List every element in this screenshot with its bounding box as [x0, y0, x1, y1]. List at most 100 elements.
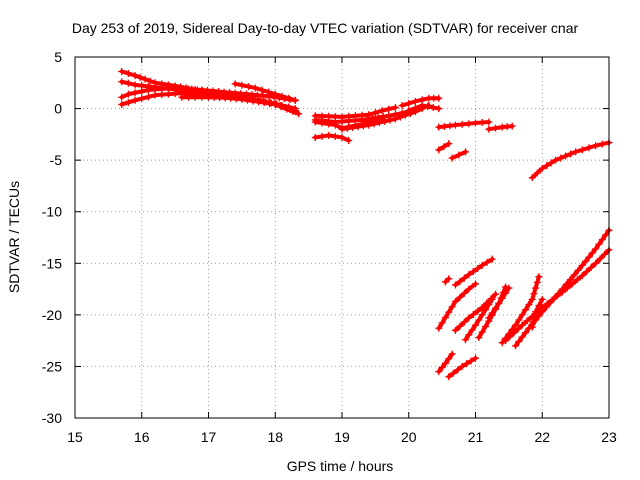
data-point: [124, 90, 132, 98]
series-arc-30: [445, 354, 479, 381]
data-point: [184, 93, 192, 101]
data-series: [118, 67, 613, 381]
data-point: [345, 137, 353, 145]
data-point: [547, 159, 555, 167]
data-point: [164, 90, 172, 98]
data-point: [515, 316, 523, 324]
data-point: [535, 302, 543, 310]
data-point: [592, 142, 600, 150]
data-point: [465, 120, 473, 128]
data-point: [349, 124, 357, 132]
data-point: [435, 94, 443, 102]
data-point: [318, 119, 326, 127]
data-point: [385, 112, 393, 120]
data-point: [435, 324, 443, 332]
data-point: [522, 306, 530, 314]
data-point: [440, 143, 448, 151]
data-point: [258, 86, 266, 94]
data-point: [138, 87, 146, 95]
data-point: [538, 164, 546, 172]
data-point: [574, 266, 582, 274]
data-point: [131, 81, 139, 89]
data-point: [124, 79, 132, 87]
data-point: [498, 339, 506, 347]
data-point: [482, 323, 490, 331]
series-arc-5: [231, 80, 299, 104]
x-tick-label: 16: [134, 429, 150, 445]
data-point: [391, 115, 399, 123]
data-point: [465, 285, 473, 293]
y-tick-label: -15: [42, 255, 62, 271]
y-tick-label: -5: [50, 152, 63, 168]
data-point: [463, 360, 471, 368]
data-point: [451, 326, 459, 334]
data-point: [592, 245, 600, 253]
data-point: [488, 255, 496, 263]
data-point: [557, 154, 565, 162]
data-point: [435, 368, 443, 376]
data-point: [281, 104, 289, 112]
data-point: [602, 231, 610, 239]
data-point: [440, 122, 448, 130]
series-arc-23: [435, 280, 479, 332]
data-point: [460, 318, 468, 326]
data-point: [286, 106, 294, 114]
data-point: [566, 276, 574, 284]
data-point: [271, 90, 279, 98]
data-point: [448, 154, 456, 162]
data-point: [291, 96, 299, 104]
data-point: [396, 113, 404, 121]
data-point: [118, 67, 126, 75]
data-point: [338, 133, 346, 141]
data-point: [124, 70, 132, 78]
data-point: [144, 86, 152, 94]
data-point: [151, 91, 159, 99]
data-point: [455, 151, 463, 159]
data-point: [478, 328, 486, 336]
x-tick-label: 23: [601, 429, 617, 445]
data-point: [429, 104, 437, 112]
data-point: [438, 363, 446, 371]
data-point: [508, 122, 516, 130]
data-point: [454, 366, 462, 374]
data-point: [375, 119, 383, 127]
data-point: [285, 94, 293, 102]
data-point: [238, 94, 246, 102]
data-point: [533, 169, 541, 177]
data-point: [488, 295, 496, 303]
data-point: [456, 278, 464, 286]
data-point: [492, 124, 500, 132]
data-point: [529, 318, 537, 326]
data-point: [446, 122, 454, 130]
data-point: [311, 133, 319, 141]
data-point: [245, 83, 253, 91]
data-point: [528, 295, 536, 303]
data-point: [478, 261, 486, 269]
data-point: [405, 99, 413, 107]
data-point: [338, 117, 346, 125]
axis-ticks: 15 16 17 18 19 20 21 22 23 5 0 -5 -10 -15 -20 -25 -30: [42, 49, 617, 445]
data-point: [238, 81, 246, 89]
data-point: [465, 331, 473, 339]
data-point: [502, 289, 510, 297]
data-point: [343, 124, 351, 132]
data-point: [585, 144, 593, 152]
series-line: [233, 81, 298, 103]
data-point: [592, 259, 600, 267]
data-point: [548, 296, 556, 304]
data-point: [468, 326, 476, 334]
data-point: [271, 99, 279, 107]
data-point: [449, 369, 457, 377]
data-point: [492, 304, 500, 312]
data-point: [512, 321, 520, 329]
series-arc-16: [435, 140, 453, 154]
data-point: [146, 77, 154, 85]
data-point: [311, 118, 319, 126]
data-point: [138, 95, 146, 103]
data-point: [598, 140, 606, 148]
series-arc-21: [498, 273, 543, 347]
data-point: [475, 316, 483, 324]
data-point: [445, 355, 453, 363]
data-point: [525, 301, 533, 309]
series-arc-26: [461, 295, 496, 344]
